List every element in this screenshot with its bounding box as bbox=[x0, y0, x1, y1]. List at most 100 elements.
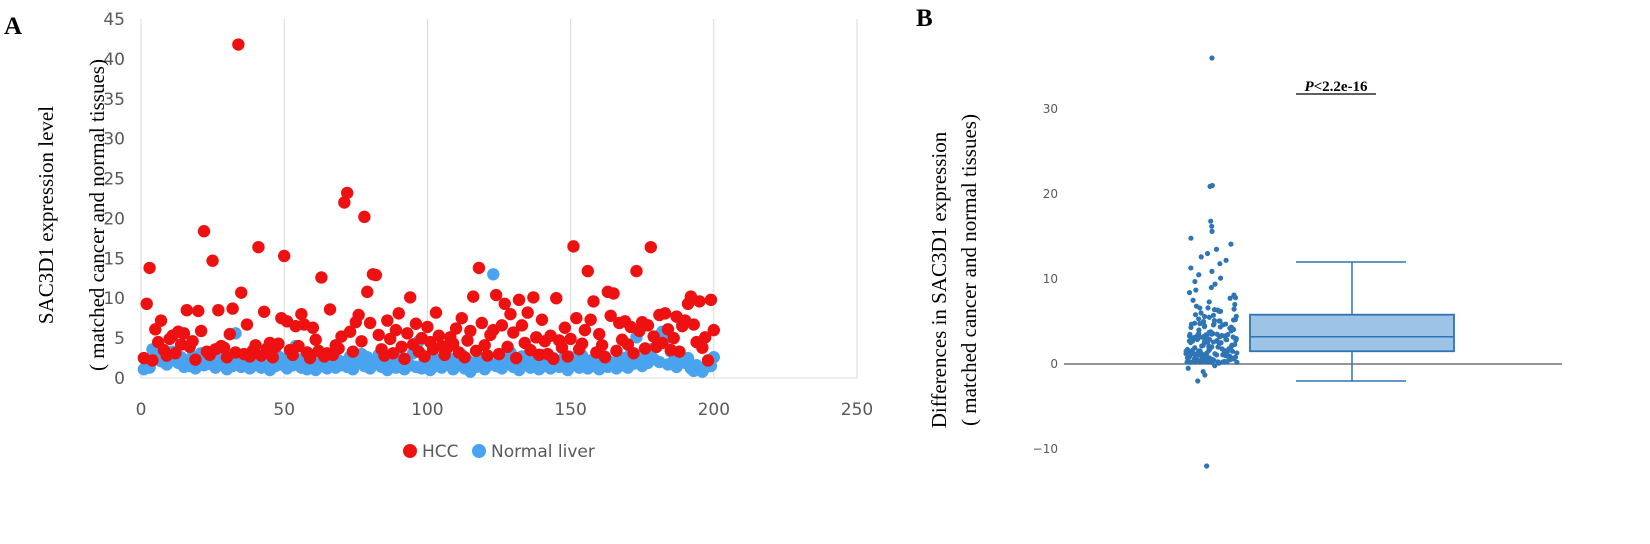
b-jitter-point bbox=[1201, 333, 1207, 340]
a-hcc-point bbox=[232, 38, 245, 51]
b-jitter-point bbox=[1188, 235, 1194, 241]
a-hcc-point bbox=[146, 354, 159, 367]
b-jitter-point bbox=[1217, 261, 1223, 267]
b-jitter-point bbox=[1219, 346, 1225, 352]
b-jitter-point bbox=[1186, 355, 1192, 361]
b-jitter-point bbox=[1224, 353, 1231, 359]
a-hcc-point bbox=[372, 328, 385, 342]
a-hcc-point bbox=[169, 347, 182, 360]
a-hcc-point bbox=[341, 186, 354, 200]
a-hcc-point bbox=[535, 313, 549, 326]
b-jitter-point bbox=[1231, 355, 1237, 361]
b-jitter-point bbox=[1225, 332, 1231, 338]
a-hcc-point bbox=[575, 337, 589, 350]
a-hcc-point bbox=[194, 324, 208, 338]
b-jitter-point bbox=[1207, 183, 1213, 189]
a-hcc-point bbox=[475, 316, 489, 330]
a-hcc-point bbox=[610, 344, 623, 358]
a-hcc-point bbox=[472, 261, 486, 275]
b-p-italic: P bbox=[1304, 79, 1314, 95]
b-jitter-point bbox=[1208, 284, 1214, 291]
a-hcc-point bbox=[558, 321, 572, 334]
a-hcc-point bbox=[647, 330, 660, 343]
b-jitter-point bbox=[1217, 318, 1223, 324]
b-jitter-point bbox=[1209, 55, 1215, 61]
panel-a-letter: A bbox=[4, 13, 22, 40]
a-gridlines bbox=[140, 19, 858, 379]
a-x-axis-ticks: 0 50 100 150 200 250 bbox=[136, 400, 874, 420]
a-normal-point bbox=[487, 268, 500, 281]
a-hcc-point bbox=[593, 327, 606, 341]
b-jitter-point bbox=[1188, 348, 1194, 354]
a-hcc-point bbox=[467, 290, 480, 303]
a-x-tick-label: 0 bbox=[136, 400, 147, 420]
a-hcc-point bbox=[515, 319, 529, 332]
b-jitter-point bbox=[1183, 351, 1189, 357]
a-hcc-point bbox=[555, 341, 569, 354]
a-hcc-point bbox=[383, 332, 397, 346]
a-hcc-point bbox=[481, 349, 494, 362]
b-jitter-point bbox=[1212, 363, 1218, 369]
a-hcc-point bbox=[489, 288, 503, 302]
a-hcc-point bbox=[332, 342, 345, 355]
a-hcc-point bbox=[598, 351, 612, 364]
b-jitter-point bbox=[1229, 348, 1236, 354]
b-y-axis-label-line2: ( matched cancer and normal tissues) bbox=[957, 114, 981, 426]
b-jitter-point bbox=[1219, 332, 1225, 339]
b-jitter-point bbox=[1210, 312, 1217, 318]
b-jitter-point bbox=[1228, 241, 1234, 247]
b-y-axis-ticks: −10 0 10 20 30 bbox=[1033, 102, 1058, 456]
b-y-tick-label: 10 bbox=[1043, 272, 1058, 286]
b-jitter-point bbox=[1231, 306, 1237, 312]
a-hcc-point bbox=[507, 326, 520, 339]
b-jitter-point bbox=[1199, 356, 1205, 362]
b-jitter-point bbox=[1223, 336, 1229, 342]
a-hcc-point bbox=[673, 345, 686, 358]
a-hcc-point bbox=[240, 318, 254, 331]
a-hcc-point bbox=[570, 311, 583, 325]
a-hcc-point bbox=[180, 303, 194, 317]
a-hcc-point bbox=[346, 345, 360, 358]
b-p-value-annotation: P<2.2e-16 bbox=[1304, 79, 1368, 95]
a-hcc-point bbox=[343, 325, 357, 338]
a-hcc-point bbox=[699, 331, 712, 344]
a-y-tick-label: 30 bbox=[103, 130, 125, 150]
a-x-tick-label: 100 bbox=[411, 400, 443, 420]
a-hcc-point bbox=[492, 347, 506, 361]
panel-b-letter: B bbox=[916, 5, 933, 32]
a-y-tick-label: 40 bbox=[103, 50, 125, 70]
a-hcc-point bbox=[361, 285, 374, 299]
a-hcc-point bbox=[578, 323, 592, 337]
b-jitter-point bbox=[1188, 321, 1195, 327]
a-hcc-point bbox=[627, 347, 640, 360]
b-jitter-point bbox=[1209, 268, 1215, 274]
a-hcc-point bbox=[509, 351, 523, 365]
b-y-tick-label: 0 bbox=[1050, 357, 1058, 371]
a-hcc-point bbox=[707, 323, 720, 337]
b-jitter-point bbox=[1201, 339, 1207, 345]
a-hcc-point bbox=[140, 297, 153, 311]
a-hcc-point bbox=[252, 240, 265, 254]
a-hcc-point bbox=[701, 354, 715, 367]
a-legend: HCC Normal liver bbox=[403, 442, 595, 462]
b-jitter-point bbox=[1204, 250, 1211, 257]
a-hcc-point bbox=[389, 323, 403, 337]
b-jitter-point bbox=[1220, 352, 1226, 358]
a-y-tick-label: 5 bbox=[114, 329, 125, 349]
b-jitter-point bbox=[1189, 338, 1196, 344]
a-hcc-point bbox=[206, 254, 219, 267]
b-jitter-point bbox=[1201, 313, 1208, 320]
b-jitter-point bbox=[1227, 295, 1233, 301]
a-hcc-point bbox=[418, 350, 431, 363]
a-hcc-point bbox=[392, 307, 405, 320]
b-jitter-point bbox=[1188, 265, 1194, 271]
b-jitter-point bbox=[1202, 372, 1208, 378]
a-hcc-point bbox=[495, 319, 509, 332]
b-jitter-point bbox=[1233, 337, 1239, 343]
a-hcc-point bbox=[272, 337, 285, 350]
a-hcc-point bbox=[257, 305, 271, 318]
b-jitter-point bbox=[1195, 378, 1201, 384]
a-hcc-point bbox=[386, 347, 400, 360]
legend-normal-marker bbox=[472, 444, 486, 458]
a-hcc-point bbox=[295, 307, 308, 321]
